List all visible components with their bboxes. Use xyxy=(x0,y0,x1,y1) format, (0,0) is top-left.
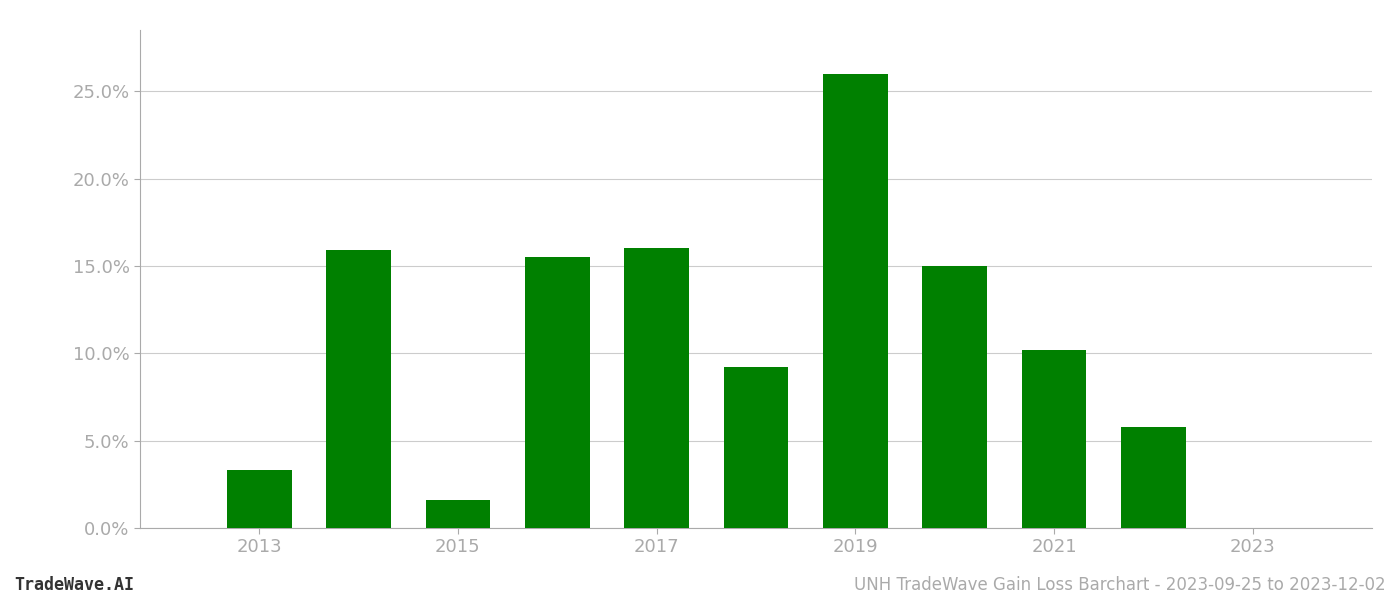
Bar xyxy=(1022,350,1086,528)
Bar xyxy=(1121,427,1186,528)
Text: UNH TradeWave Gain Loss Barchart - 2023-09-25 to 2023-12-02: UNH TradeWave Gain Loss Barchart - 2023-… xyxy=(854,576,1386,594)
Bar xyxy=(525,257,589,528)
Bar xyxy=(724,367,788,528)
Bar xyxy=(227,470,291,528)
Bar xyxy=(326,250,391,528)
Bar xyxy=(426,500,490,528)
Text: TradeWave.AI: TradeWave.AI xyxy=(14,576,134,594)
Bar xyxy=(923,266,987,528)
Bar xyxy=(624,248,689,528)
Bar xyxy=(823,74,888,528)
